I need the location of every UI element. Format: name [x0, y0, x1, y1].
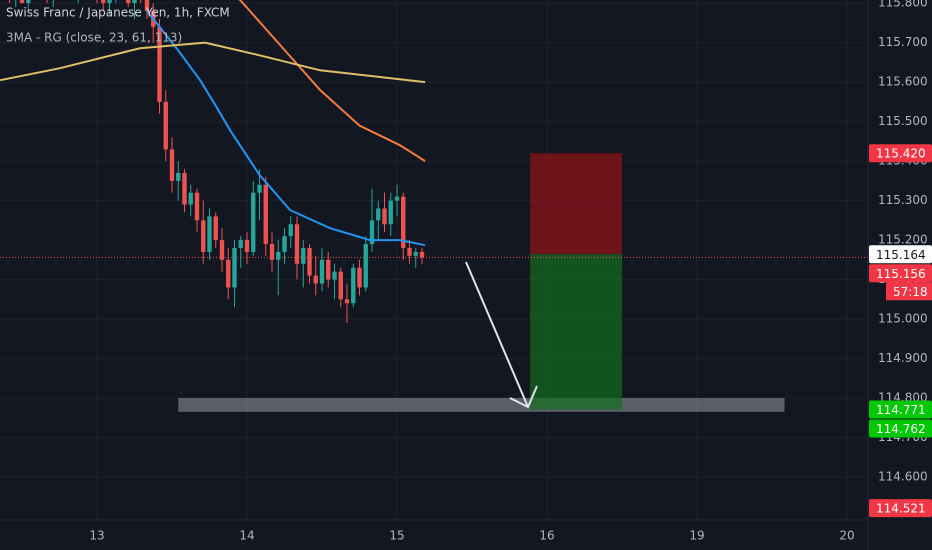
candle-body: [182, 172, 187, 205]
candle-body: [332, 271, 337, 280]
moving-average: [238, 0, 426, 162]
candle-body: [132, 0, 137, 4]
candle-body: [394, 196, 400, 201]
candle-body: [382, 208, 387, 225]
price-badge-label: 114.771: [876, 403, 926, 417]
arrow: [465, 261, 538, 409]
x-tick-label: 13: [89, 529, 104, 543]
y-tick-label: 115.600: [878, 75, 928, 89]
candle-body: [357, 267, 362, 288]
y-tick-label: 115.300: [878, 193, 928, 207]
support-zone: [178, 397, 785, 412]
candle-body: [232, 247, 237, 288]
y-tick-label: 115.200: [878, 233, 928, 247]
y-tick-label: 114.900: [878, 351, 928, 365]
candle-body: [376, 208, 381, 221]
countdown: 57:18: [893, 285, 928, 299]
candle-body: [413, 251, 418, 256]
candle-body: [238, 240, 243, 248]
price-badge-label: 115.420: [876, 147, 926, 161]
candle-body: [419, 251, 425, 258]
indicator-label: 3MA - RG (close, 23, 61, 113): [6, 31, 182, 45]
x-tick-label: 20: [839, 529, 854, 543]
price-badge-label: 114.762: [876, 422, 926, 436]
price-badge: [869, 144, 932, 163]
candle-body: [219, 240, 225, 260]
price-badge: [869, 245, 932, 264]
candle-body: [26, 0, 31, 4]
stop-area: [530, 153, 622, 255]
y-tick-label: 114.600: [878, 469, 928, 483]
x-tick-label: 14: [239, 529, 254, 543]
candle-body: [213, 216, 218, 241]
moving-average: [146, 10, 426, 247]
candle-body: [201, 220, 206, 252]
candle-body: [169, 149, 175, 181]
candle-body: [107, 0, 112, 4]
price-badge: [869, 419, 932, 438]
candle-body: [338, 271, 343, 300]
price-badge: [869, 400, 932, 419]
y-tick-label: 115.700: [878, 35, 928, 49]
candle-body: [269, 244, 275, 260]
candle-body: [188, 192, 193, 205]
candle-body: [263, 184, 268, 245]
candle-body: [157, 26, 162, 102]
candle-body: [363, 244, 368, 288]
candle-body: [207, 216, 212, 252]
candle-body: [244, 240, 250, 252]
candle-body: [294, 224, 300, 264]
candle-body: [276, 251, 281, 260]
candle-body: [144, 0, 150, 12]
candle-body: [319, 259, 325, 284]
price-badge-label: 115.156: [876, 267, 926, 281]
candle-body: [226, 259, 231, 288]
candle-body: [101, 0, 106, 4]
candle-body: [351, 267, 356, 304]
candle-body: [282, 236, 287, 252]
candle-body: [163, 101, 168, 150]
candle-body: [369, 220, 375, 245]
candle-body: [344, 299, 350, 304]
x-tick-label: 15: [389, 529, 404, 543]
axes: 115.800115.700115.600115.500115.400115.3…: [89, 0, 932, 543]
candle-body: [326, 259, 331, 280]
candle-body: [288, 224, 293, 237]
candle-body: [19, 0, 25, 4]
candle-body: [307, 247, 312, 276]
countdown-badge: [886, 282, 932, 301]
y-tick-label: 115.500: [878, 114, 928, 128]
candle-body: [301, 247, 306, 264]
x-tick-label: 16: [539, 529, 554, 543]
price-badge: [869, 264, 932, 283]
candle-body: [313, 275, 318, 284]
chart-title: Swiss Franc / Japanese Yen, 1h, FXCM: [6, 6, 230, 20]
price-badge: [869, 499, 932, 518]
x-tick-label: 19: [689, 529, 704, 543]
candle-body: [257, 184, 262, 193]
candle-body: [388, 200, 393, 225]
candle-body: [176, 172, 181, 181]
price-badge-label: 115.164: [876, 248, 926, 262]
y-tick-label: 115.800: [878, 0, 928, 10]
candle-body: [251, 192, 256, 252]
candle-body: [126, 0, 131, 4]
y-tick-label: 115.000: [878, 312, 928, 326]
price-badge-label: 114.521: [876, 502, 926, 516]
candle-body: [407, 247, 412, 256]
moving-average: [0, 41, 426, 84]
candle-body: [194, 192, 200, 221]
plot-area: [0, 0, 868, 412]
candle-body: [401, 196, 406, 248]
target-area: [530, 254, 622, 410]
